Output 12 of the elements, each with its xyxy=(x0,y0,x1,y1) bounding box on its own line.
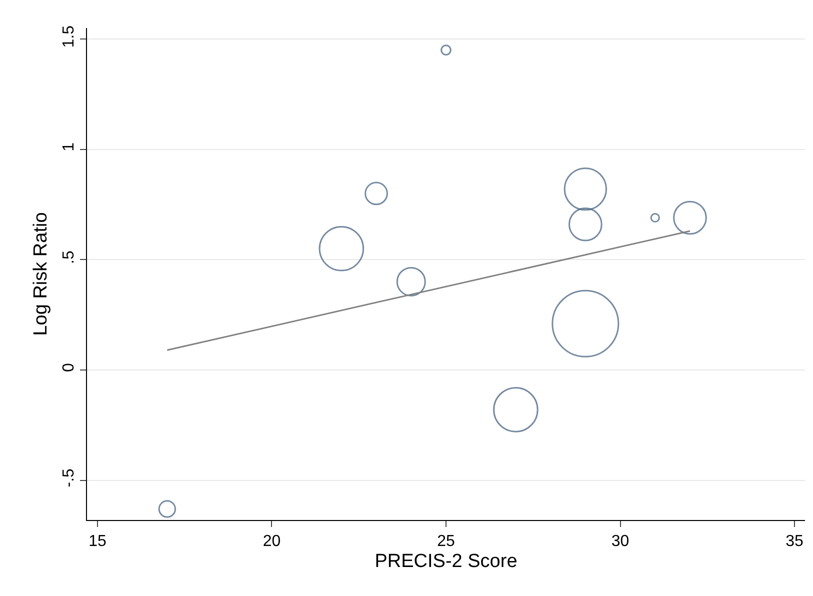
x-tick-label: 30 xyxy=(611,533,630,550)
y-tick-label: -.5 xyxy=(60,468,78,488)
x-tick-label: 15 xyxy=(88,533,106,550)
y-tick-label: .5 xyxy=(60,250,78,264)
x-tick-label: 35 xyxy=(786,533,804,550)
y-axis-title: Log Risk Ratio xyxy=(30,212,52,336)
x-tick-label: 25 xyxy=(437,533,455,550)
y-tick-label: 1.5 xyxy=(60,25,78,48)
y-tick-label: 1 xyxy=(60,142,78,152)
y-tick-label: 0 xyxy=(60,363,78,372)
x-tick-label: 20 xyxy=(262,533,281,550)
x-axis-title: PRECIS-2 Score xyxy=(374,551,518,572)
